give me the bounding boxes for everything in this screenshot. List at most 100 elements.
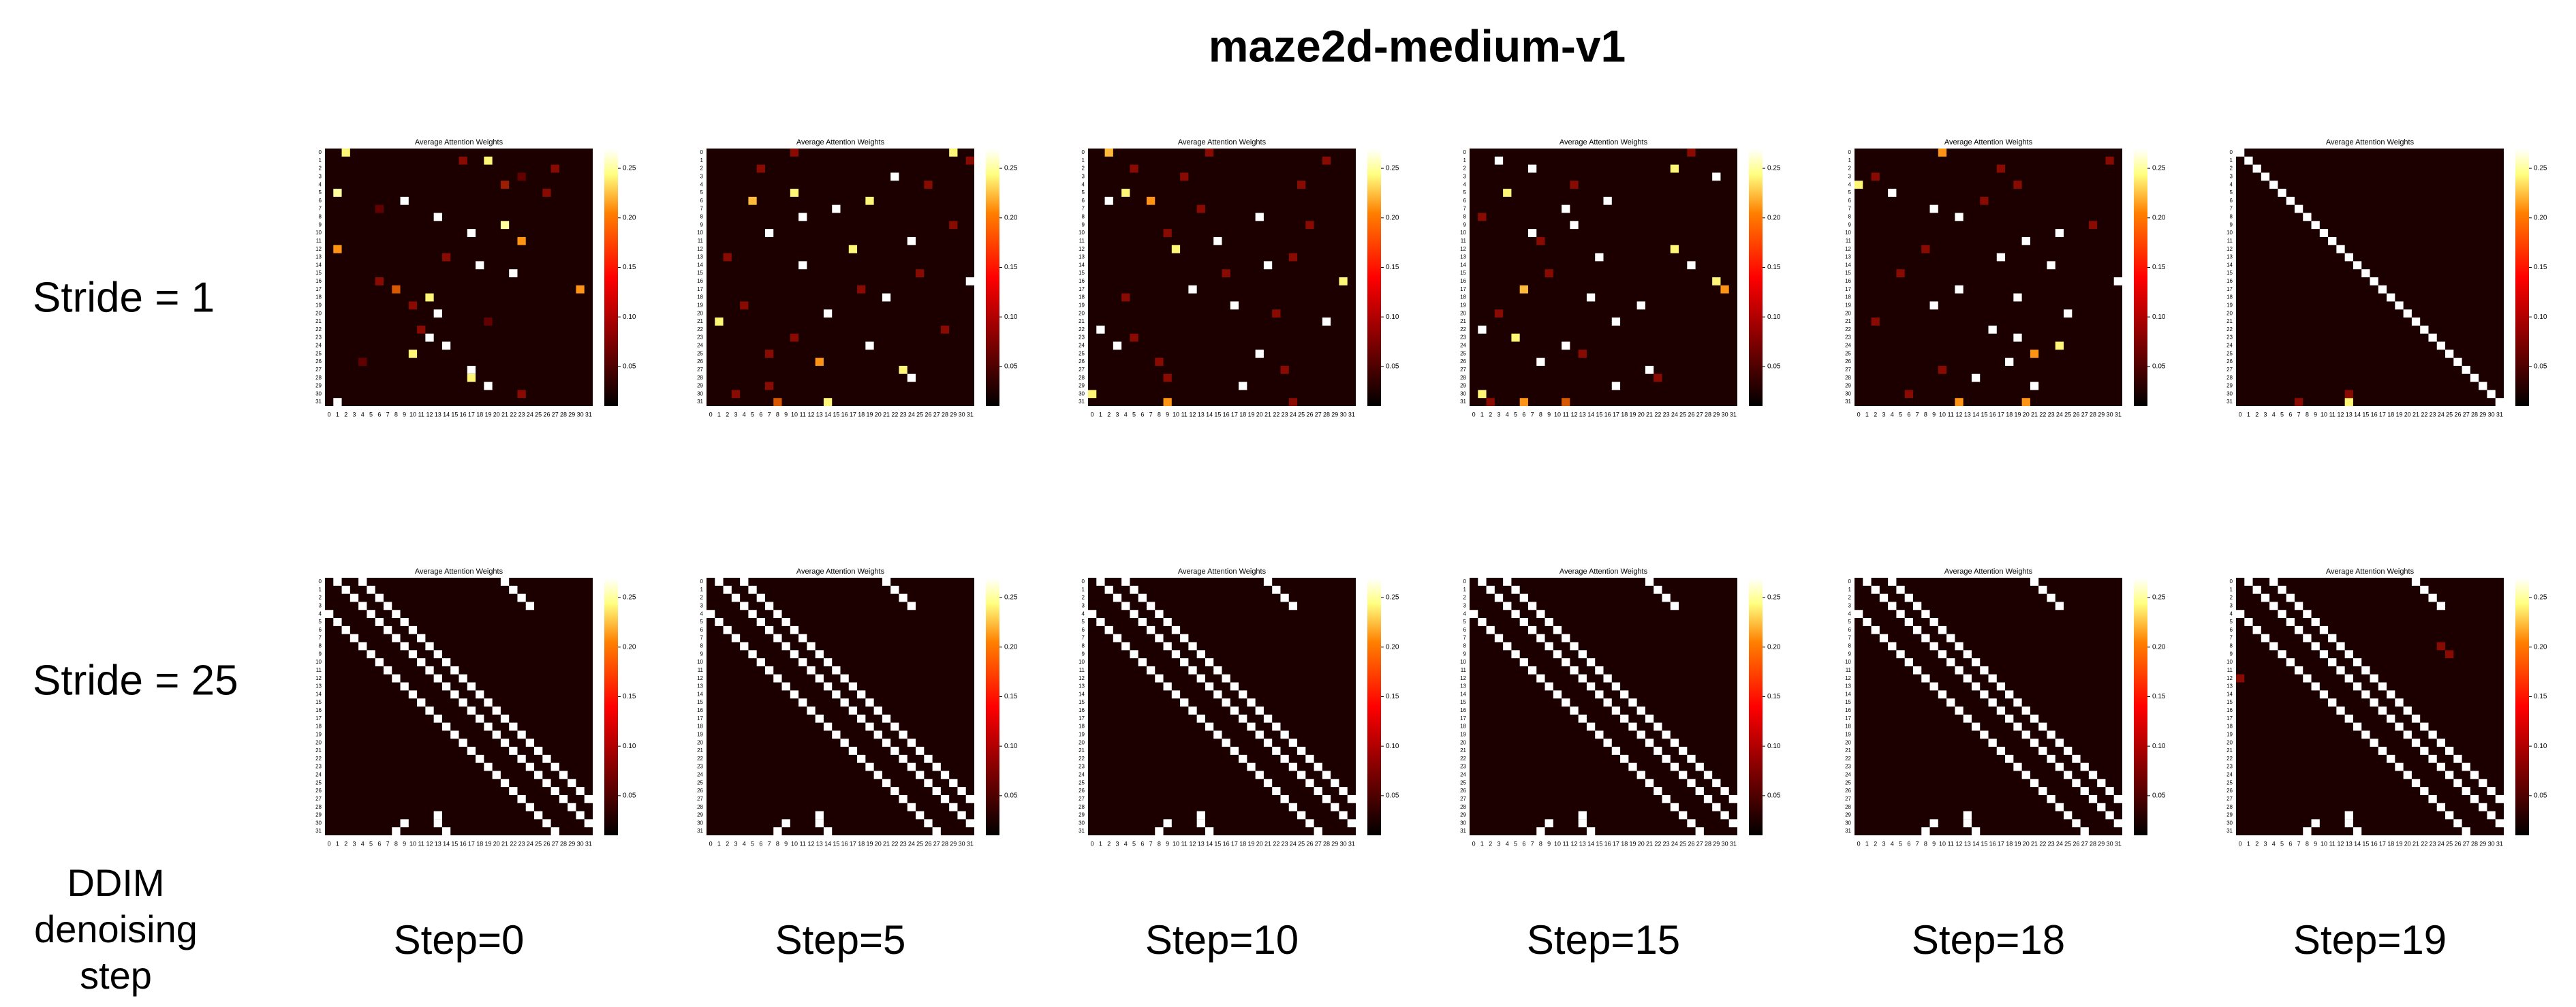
x-tick-label: 20	[875, 411, 882, 418]
heatmap-cell	[2303, 674, 2312, 683]
heatmap-cell	[2294, 398, 2303, 406]
heatmap-cell	[1603, 674, 1612, 683]
colorbar	[1367, 149, 1381, 406]
heatmap-cell	[1586, 682, 1596, 691]
heatmap-cell	[1904, 658, 1913, 666]
colorbar-tick-label: 0.25	[2534, 165, 2547, 172]
colorbar-tick-label: 0.10	[2534, 313, 2547, 321]
x-tick-label: 10	[409, 840, 416, 847]
heatmap-cell	[2462, 365, 2470, 374]
x-tick-label: 24	[2438, 840, 2445, 847]
heatmap-cell	[2328, 236, 2337, 245]
y-tick-label: 21	[1845, 747, 1851, 754]
heatmap-cell	[2021, 398, 2030, 406]
x-tick-label: 24	[1671, 840, 1678, 847]
heatmap-cell	[2370, 698, 2378, 707]
x-tick-label: 2	[1874, 840, 1877, 847]
y-tick-label: 1	[700, 157, 704, 164]
y-tick-label: 10	[1845, 230, 1851, 236]
x-tick-label: 30	[2107, 840, 2113, 847]
heatmap-cell	[1519, 285, 1528, 294]
x-tick-label: 10	[1173, 411, 1179, 418]
y-tick-label: 13	[2226, 254, 2233, 260]
heatmap-title: Average Attention Weights	[415, 568, 503, 576]
x-tick-label: 10	[1554, 840, 1561, 847]
heatmap-cell	[1545, 269, 1553, 277]
heatmap-cell	[1620, 714, 1629, 723]
heatmap-cell	[873, 771, 882, 779]
colorbar-tick-label: 0.20	[1004, 214, 1018, 221]
heatmap-cell	[907, 803, 916, 811]
x-tick-label: 16	[1223, 840, 1230, 847]
heatmap-cell	[441, 253, 451, 262]
column-label: Step=15	[1527, 917, 1680, 963]
x-tick-label: 20	[493, 411, 500, 418]
heatmap-cell	[1188, 642, 1197, 651]
heatmap-cell	[1263, 261, 1273, 270]
heatmap-cell	[525, 739, 535, 747]
y-tick-label: 12	[1460, 246, 1466, 252]
heatmap-cell	[882, 714, 891, 723]
x-tick-label: 11	[418, 840, 424, 847]
heatmap-cell	[408, 625, 418, 634]
x-tick-label: 20	[2023, 411, 2030, 418]
y-tick-label: 14	[1078, 262, 1085, 268]
heatmap-cell	[916, 771, 925, 779]
heatmap-cell	[1104, 149, 1113, 157]
heatmap-cell	[2038, 787, 2047, 795]
heatmap-cell	[1679, 771, 1688, 779]
heatmap-cell	[2328, 658, 2337, 666]
y-tick-label: 24	[2226, 343, 2233, 349]
heatmap-cell	[773, 634, 782, 642]
x-tick-label: 31	[2115, 411, 2122, 418]
x-tick-label: 28	[942, 840, 948, 847]
y-tick-label: 11	[316, 238, 322, 244]
x-tick-label: 9	[784, 411, 788, 418]
y-tick-label: 16	[315, 707, 322, 713]
heatmap-cell	[2479, 803, 2487, 811]
heatmap-cell	[2294, 602, 2303, 610]
x-tick-label: 28	[942, 411, 948, 418]
heatmap-cell	[1695, 827, 1704, 835]
x-tick-label: 8	[1539, 840, 1542, 847]
heatmap-cell	[815, 358, 824, 366]
heatmap-cell	[1305, 819, 1314, 828]
heatmap-cell	[1712, 277, 1721, 285]
heatmap-cell	[756, 164, 765, 173]
y-tick-label: 13	[2226, 683, 2233, 690]
heatmap-cell	[1545, 642, 1553, 651]
heatmap-cell	[2088, 221, 2098, 230]
x-tick-label: 31	[2115, 840, 2122, 847]
heatmap-cell	[1255, 213, 1264, 221]
heatmap-cell	[2278, 585, 2286, 594]
colorbar-tick-label: 0.25	[1767, 165, 1781, 172]
heatmap-cell	[1288, 253, 1298, 262]
colorbar-tick-label: 0.05	[1386, 792, 1399, 799]
x-tick-label: 31	[967, 840, 974, 847]
y-tick-label: 24	[315, 343, 322, 349]
y-tick-label: 10	[697, 659, 703, 665]
y-tick-label: 25	[315, 779, 322, 786]
heatmap-cell	[1687, 261, 1696, 270]
y-tick-label: 1	[1848, 157, 1852, 164]
heatmap-cell	[1519, 658, 1528, 666]
x-tick-label: 26	[1306, 411, 1313, 418]
y-tick-label: 25	[315, 350, 322, 356]
heatmap-cell	[1205, 722, 1214, 731]
heatmap-cell	[899, 794, 907, 803]
heatmap-cell	[1720, 811, 1729, 820]
heatmap-cell	[1280, 730, 1289, 739]
heatmap-cell	[1155, 358, 1164, 366]
heatmap-cell	[764, 382, 774, 390]
x-tick-label: 15	[1981, 840, 1987, 847]
y-tick-label: 19	[1078, 731, 1085, 737]
heatmap-cell	[2403, 309, 2412, 318]
heatmap-cell	[1636, 730, 1645, 739]
heatmap-cell	[2013, 722, 2022, 731]
y-tick-label: 23	[697, 335, 703, 341]
heatmap-cell	[2411, 739, 2421, 747]
y-tick-label: 27	[1460, 796, 1466, 802]
y-tick-label: 9	[1463, 651, 1467, 657]
heatmap-cell	[1503, 602, 1512, 610]
heatmap-cell	[1687, 754, 1696, 763]
